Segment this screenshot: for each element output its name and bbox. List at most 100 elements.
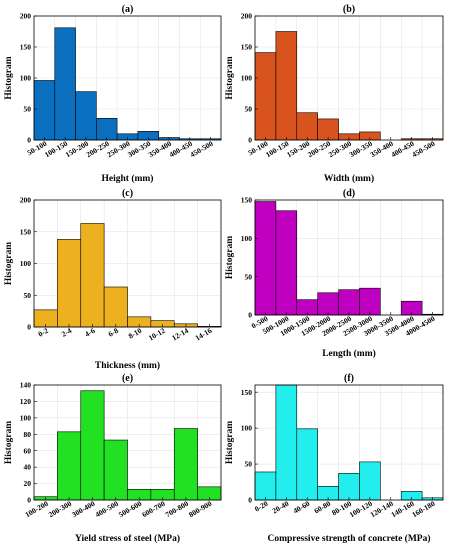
bar-f-80-100 (338, 473, 360, 501)
x-tick-label: 800-900 (187, 499, 213, 519)
y-axis-label: Histogram (225, 236, 235, 279)
x-axis-label: Yield stress of steel (MPa) (75, 533, 180, 544)
bar-d-2000-2500 (338, 289, 360, 316)
y-tick-label: 200 (20, 196, 32, 205)
bar-d-0-500 (254, 201, 277, 316)
y-tick-label: 0 (27, 496, 31, 505)
y-tick-label: 100 (20, 74, 32, 83)
x-axis-label: Height (mm) (102, 173, 154, 184)
x-tick-label: 400-500 (94, 499, 120, 519)
y-tick-label: 100 (241, 234, 253, 243)
x-tick-label: 12-14 (170, 326, 190, 343)
x-tick-label: 100-120 (348, 499, 374, 519)
x-tick-label: 120-140 (369, 499, 395, 519)
y-tick-label: 150 (241, 196, 253, 205)
bar-e-400-500 (103, 439, 128, 501)
panel-title: (a) (122, 4, 134, 15)
y-tick-label: 0 (248, 136, 252, 145)
y-axis-label: Histogram (225, 421, 235, 464)
y-tick-label: 200 (241, 12, 253, 21)
bar-c-6-8 (103, 286, 128, 328)
x-tick-label: 300-400 (70, 499, 96, 519)
y-axis-label: Histogram (4, 56, 14, 99)
y-tick-label: 150 (241, 43, 253, 52)
bar-a-150-200 (75, 91, 97, 141)
x-tick-label: 2-4 (60, 326, 73, 339)
y-tick-label: 120 (20, 397, 32, 406)
x-tick-label: 8-10 (127, 326, 144, 341)
x-tick-label: 200-250 (306, 139, 332, 159)
y-tick-label: 60 (24, 446, 32, 455)
x-tick-label: 0-20 (253, 499, 270, 514)
y-tick-label: 50 (24, 105, 32, 114)
x-tick-label: 500-600 (117, 499, 143, 519)
x-tick-label: 0-2 (37, 326, 50, 339)
panel-d: 0501001500-500500-10001000-15001500-2000… (225, 188, 444, 359)
bar-c-2-4 (57, 239, 82, 328)
y-tick-label: 150 (20, 43, 32, 52)
y-tick-label: 0 (248, 311, 252, 320)
x-tick-label: 350-400 (369, 139, 395, 159)
x-tick-label: 14-16 (194, 326, 214, 343)
y-axis-label: Histogram (4, 421, 14, 464)
bar-b-200-250 (317, 118, 339, 141)
y-tick-label: 140 (20, 381, 32, 390)
bar-f-100-120 (359, 461, 381, 501)
x-tick-label: 40-60 (292, 499, 312, 516)
bar-d-1500-2000 (317, 292, 339, 316)
x-tick-label: 600-700 (140, 499, 166, 519)
panel-e: 020406080100120140100-200200-300300-4004… (4, 373, 222, 544)
bar-a-200-250 (96, 118, 118, 141)
panel-title: (e) (122, 373, 133, 384)
x-tick-label: 20-40 (271, 499, 291, 516)
x-tick-label: 200-300 (47, 499, 73, 519)
x-tick-label: 250-300 (327, 139, 353, 159)
x-tick-label: 60-80 (312, 499, 332, 516)
bar-e-200-300 (57, 431, 82, 501)
y-tick-label: 50 (245, 272, 253, 281)
y-axis-label: Histogram (4, 242, 14, 285)
bar-b-150-200 (296, 112, 318, 141)
x-tick-label: 6-8 (107, 326, 120, 339)
x-tick-label: 300-350 (348, 139, 374, 159)
x-axis-label: Width (mm) (324, 173, 374, 184)
y-tick-label: 150 (241, 388, 253, 397)
bar-f-20-40 (275, 384, 298, 501)
x-tick-label: 100-150 (264, 139, 290, 159)
y-tick-label: 50 (24, 291, 32, 300)
bar-c-4-6 (80, 223, 105, 328)
x-tick-label: 450-500 (410, 139, 436, 159)
x-tick-label: 400-450 (390, 139, 416, 159)
y-tick-label: 50 (245, 105, 253, 114)
bar-f-40-60 (296, 428, 318, 501)
panel-a: 05010015020050-100100-150150-200200-2502… (4, 4, 222, 184)
y-tick-label: 100 (20, 413, 32, 422)
x-axis-label: Thickness (mm) (95, 360, 160, 371)
panel-b: 05010015020050-100100-150150-200200-2502… (225, 4, 444, 184)
bar-f-0-20 (254, 471, 277, 501)
panel-title: (d) (343, 188, 355, 199)
bar-e-300-400 (80, 390, 105, 501)
y-tick-label: 0 (27, 323, 31, 332)
y-axis-label: Histogram (225, 56, 235, 99)
bar-d-500-1000 (275, 210, 298, 316)
x-tick-label: 4-6 (83, 326, 96, 339)
panel-title: (c) (122, 188, 133, 199)
x-tick-label: 10-12 (147, 326, 167, 343)
bar-e-700-800 (173, 428, 198, 501)
plot-frame (33, 384, 222, 501)
y-tick-label: 100 (20, 259, 32, 268)
x-tick-label: 700-800 (164, 499, 190, 519)
bar-b-100-150 (275, 31, 298, 141)
x-tick-label: 160-180 (410, 499, 436, 519)
y-tick-label: 100 (241, 74, 253, 83)
bar-d-2500-3000 (359, 287, 381, 316)
bar-b-50-100 (254, 52, 277, 141)
bar-a-100-150 (54, 27, 76, 141)
y-tick-label: 80 (24, 430, 32, 439)
x-tick-label: 150-200 (285, 139, 311, 159)
panel-c: 0 50 100 150 200 0-2 2-4 4-6 6-8 8-10 10-12 12-14 14… (4, 188, 222, 371)
y-tick-label: 20 (24, 479, 32, 488)
